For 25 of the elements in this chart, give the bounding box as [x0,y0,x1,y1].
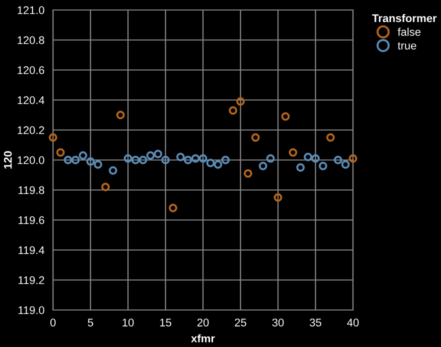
y-tick-label: 119.8 [18,186,44,194]
y-tick-label: 120.4 [18,96,44,104]
y-tick-label: 120.2 [18,126,44,134]
y-tick-label: 120.8 [18,36,44,44]
x-tick-label: 15 [160,318,172,326]
x-tick-label: 40 [347,318,359,326]
x-tick-label: 30 [272,318,284,326]
x-tick-label: 0 [50,318,56,326]
legend-label: false [398,28,421,36]
x-tick-label: 20 [197,318,209,326]
y-tick-label: 119.2 [18,276,44,284]
y-tick-label: 120.6 [18,66,44,74]
legend-title: Transformer [372,14,437,22]
x-tick-label: 35 [310,318,322,326]
x-axis-title: xfmr [191,334,215,342]
y-tick-label: 119.6 [18,216,44,224]
x-tick-label: 10 [122,318,134,326]
x-tick-label: 25 [234,318,246,326]
y-tick-label: 121.0 [18,6,44,14]
legend-label: true [398,42,416,50]
y-tick-label: 119.0 [18,306,44,314]
x-tick-label: 5 [88,318,94,326]
y-tick-label: 120.0 [18,156,44,164]
y-axis-title: 120 [4,151,12,169]
y-tick-label: 119.4 [18,246,44,254]
